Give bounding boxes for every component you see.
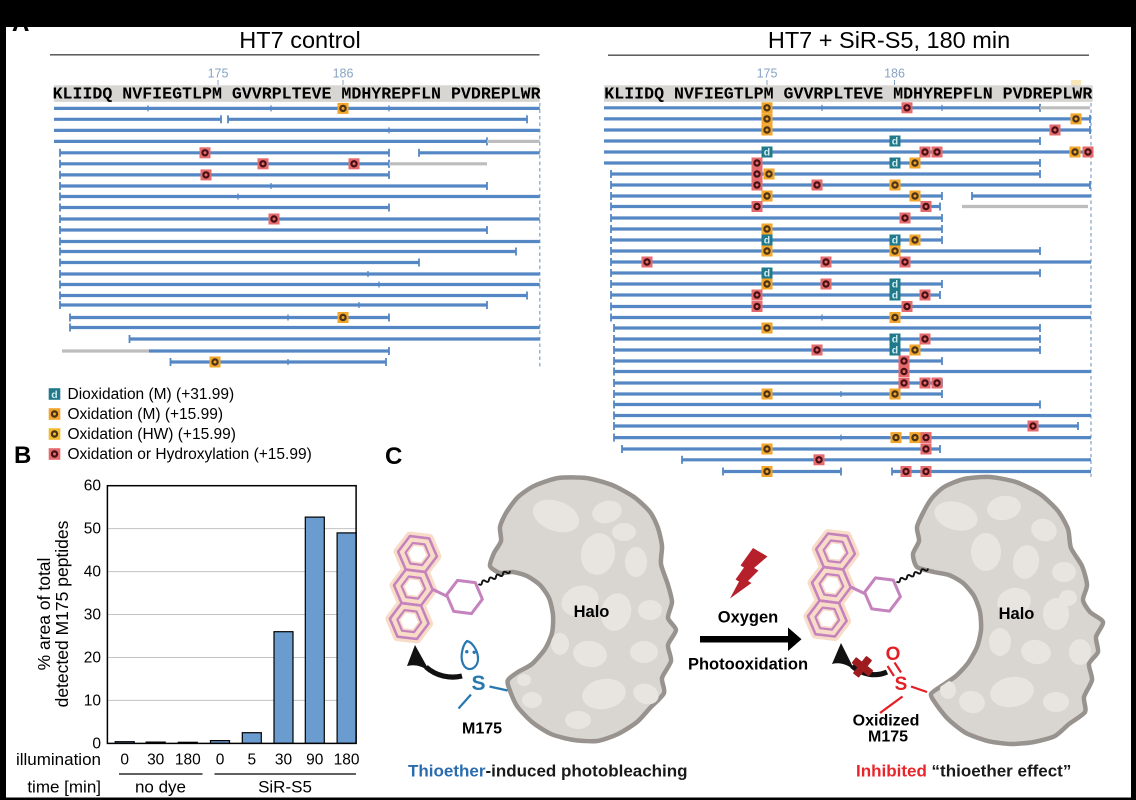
svg-text:186: 186: [333, 67, 354, 81]
svg-text:20: 20: [84, 650, 102, 667]
svg-text:0: 0: [120, 752, 129, 769]
svg-text:180: 180: [334, 752, 360, 769]
svg-text:HT7 + SiR-S5, 180 min: HT7 + SiR-S5, 180 min: [768, 27, 1010, 53]
svg-text:d: d: [892, 290, 898, 302]
svg-text:Halo: Halo: [999, 605, 1035, 623]
svg-text:d: d: [892, 136, 898, 148]
svg-text:d: d: [764, 268, 770, 280]
svg-text:0: 0: [92, 735, 101, 752]
svg-text:d: d: [892, 158, 898, 170]
svg-text:SiR-S5: SiR-S5: [258, 778, 312, 797]
svg-text:30: 30: [84, 607, 102, 624]
svg-text:40: 40: [84, 564, 102, 581]
svg-text:Oxidation (HW) (+15.99): Oxidation (HW) (+15.99): [68, 426, 236, 443]
svg-text:O: O: [886, 644, 901, 665]
svg-text:time [min]: time [min]: [27, 778, 101, 797]
svg-text:HT7 control: HT7 control: [239, 27, 360, 53]
svg-text:180: 180: [175, 752, 201, 769]
svg-text:Thioether-induced photobleach: Thioether-induced photobleaching: [408, 762, 688, 781]
svg-text:d: d: [51, 389, 57, 401]
svg-text:Photooxidation: Photooxidation: [688, 656, 808, 674]
svg-text:175: 175: [208, 67, 229, 81]
svg-text:A: A: [12, 10, 29, 37]
svg-text:M175: M175: [462, 721, 502, 738]
svg-text:B: B: [14, 442, 31, 469]
svg-text:d: d: [892, 235, 898, 247]
svg-text:illumination: illumination: [16, 750, 101, 769]
svg-text:60: 60: [84, 478, 102, 495]
svg-text:Oxygen: Oxygen: [718, 609, 779, 627]
svg-text:C: C: [385, 443, 402, 470]
svg-text:d: d: [892, 345, 898, 357]
svg-text:10: 10: [84, 692, 102, 709]
svg-text:30: 30: [275, 752, 293, 769]
svg-text:KLIIDQ NVFIEGTLPM GVVRPLTEVE M: KLIIDQ NVFIEGTLPM GVVRPLTEVE MDHYREPFLN …: [53, 85, 541, 104]
svg-text:30: 30: [147, 752, 165, 769]
svg-text:Oxidation or Hydroxylation (+1: Oxidation or Hydroxylation (+15.99): [68, 446, 312, 463]
svg-text:no dye: no dye: [135, 778, 186, 797]
svg-text:d: d: [892, 279, 898, 291]
svg-text:M175: M175: [868, 729, 908, 746]
svg-text:50: 50: [84, 521, 102, 538]
svg-text:S: S: [895, 674, 908, 695]
svg-text:d: d: [764, 147, 770, 159]
svg-text:175: 175: [757, 67, 778, 81]
svg-text:d: d: [892, 334, 898, 346]
svg-text:Oxidation (M) (+15.99): Oxidation (M) (+15.99): [68, 406, 224, 423]
svg-text:d: d: [764, 235, 770, 247]
svg-text:90: 90: [306, 752, 324, 769]
svg-text:186: 186: [884, 67, 905, 81]
svg-text:detected M175 peptides: detected M175 peptides: [52, 520, 72, 707]
svg-text:S: S: [471, 672, 485, 695]
svg-text:Oxidized: Oxidized: [853, 713, 920, 730]
svg-text:Halo: Halo: [574, 603, 610, 621]
svg-text:KLIIDQ NVFIEGTLPM GVVRPLTEVE M: KLIIDQ NVFIEGTLPM GVVRPLTEVE MDHYREPFLN …: [604, 85, 1092, 104]
svg-text:5: 5: [247, 752, 256, 769]
svg-text:Inhibited “thioether effect”: Inhibited “thioether effect”: [856, 762, 1071, 781]
svg-text:Dioxidation (M) (+31.99): Dioxidation (M) (+31.99): [68, 386, 235, 403]
svg-text:0: 0: [216, 752, 225, 769]
svg-text:% area of total: % area of total: [34, 558, 54, 671]
